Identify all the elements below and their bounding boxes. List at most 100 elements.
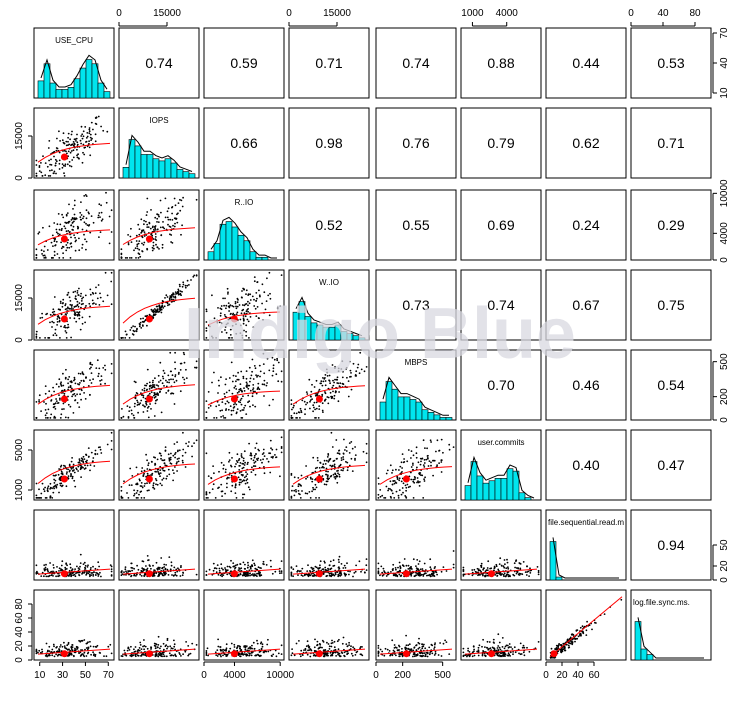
point-5-3-46: [313, 489, 315, 491]
point-4-2-54: [252, 389, 254, 391]
point-2-0-67: [105, 192, 107, 194]
point-5-2-169: [254, 455, 256, 457]
point-1-0-104: [88, 129, 90, 131]
panel-6-7: 0.94: [631, 510, 711, 580]
point-5-1-155: [187, 445, 189, 447]
point-4-1-1: [176, 380, 178, 382]
scatter-points-5-3: [291, 432, 368, 499]
point-2-0-138: [74, 200, 76, 202]
point-4-2-29: [245, 413, 247, 415]
point-1-0-151: [66, 153, 68, 155]
point-7-0-134: [36, 650, 38, 652]
point-6-0-32: [88, 573, 90, 575]
point-3-1-10: [183, 284, 185, 286]
panel-frame-3-0: [34, 270, 114, 340]
point-7-2-134: [231, 643, 233, 645]
point-7-4-144: [378, 645, 380, 647]
point-5-2-149: [255, 453, 257, 455]
panel-3-0: [34, 270, 114, 340]
point-4-0-115: [61, 408, 63, 410]
point-4-1-168: [133, 415, 135, 417]
point-5-2-127: [230, 490, 232, 492]
point-5-3-145: [291, 474, 293, 476]
point-5-4-158: [414, 477, 416, 479]
point-2-0-59: [56, 229, 58, 231]
point-6-0-163: [53, 567, 55, 569]
point-4-2-4: [242, 395, 244, 397]
point-7-1-117: [157, 646, 159, 648]
point-3-2-114: [247, 319, 249, 321]
point-7-4-0: [380, 649, 382, 651]
point-5-0-91: [61, 465, 63, 467]
point-1-0-153: [56, 147, 58, 149]
point-4-1-65: [184, 382, 186, 384]
point-6-2-118: [258, 566, 260, 568]
point-3-0-154: [95, 287, 97, 289]
point-7-3-2: [337, 640, 339, 642]
point-2-0-77: [70, 243, 72, 245]
point-5-4-47: [413, 482, 415, 484]
point-6-3-111: [311, 567, 313, 569]
point-3-0-22: [89, 305, 91, 307]
point-4-2-150: [225, 403, 227, 405]
point-6-5-123: [508, 576, 510, 578]
point-5-1-142: [173, 472, 175, 474]
point-6-0-72: [85, 565, 87, 567]
point-5-4-16: [401, 467, 403, 469]
point-6-5-107: [507, 562, 509, 564]
point-4-0-75: [65, 417, 67, 419]
point-6-3-86: [339, 575, 341, 577]
point-3-0-83: [62, 306, 64, 308]
point-7-4-165: [395, 646, 397, 648]
point-5-1-20: [182, 455, 184, 457]
point-7-3-30: [345, 643, 347, 645]
point-3-0-133: [78, 312, 80, 314]
point-7-3-159: [356, 651, 358, 653]
point-4-2-154: [232, 393, 234, 395]
point-5-2-98: [226, 483, 228, 485]
point-7-5-75: [489, 641, 491, 643]
point-6-5-161: [485, 574, 487, 576]
point-4-2-122: [263, 384, 265, 386]
point-4-0-84: [62, 373, 64, 375]
point-1-0-137: [92, 129, 94, 131]
point-4-3-57: [361, 369, 363, 371]
point-4-2-67: [231, 414, 233, 416]
point-3-2-24: [228, 302, 230, 304]
point-1-0-163: [49, 175, 51, 177]
point-3-2-111: [242, 304, 244, 306]
point-5-4-143: [426, 447, 428, 449]
point-5-4-57: [439, 450, 441, 452]
point-5-1-129: [168, 469, 170, 471]
point-5-1-41: [170, 453, 172, 455]
point-7-2-162: [262, 643, 264, 645]
point-7-4-142: [412, 656, 414, 658]
point-5-3-48: [322, 463, 324, 465]
point-4-3-56: [332, 385, 334, 387]
point-7-1-158: [144, 654, 146, 656]
point-6-1-92: [158, 575, 160, 577]
point-4-3-34: [349, 361, 351, 363]
point-5-4-83: [417, 480, 419, 482]
hist-bar-5-3: [483, 483, 489, 500]
point-7-2-149: [233, 644, 235, 646]
point-5-3-158: [326, 478, 328, 480]
point-6-0-94: [111, 574, 113, 576]
point-6-1-102: [152, 565, 154, 567]
point-6-5-92: [471, 569, 473, 571]
hist-bar-5-4: [489, 481, 495, 500]
point-7-2-123: [278, 653, 280, 655]
point-5-1-31: [176, 463, 178, 465]
point-2-0-55: [73, 218, 75, 220]
smooth-line-3-0: [38, 306, 110, 324]
point-5-4-121: [403, 458, 405, 460]
point-4-0-106: [38, 399, 40, 401]
point-4-2-118: [233, 407, 235, 409]
point-3-0-47: [82, 317, 84, 319]
point-6-5-38: [514, 567, 516, 569]
point-6-5-146: [496, 565, 498, 567]
point-5-0-143: [82, 467, 84, 469]
point-2-1-60: [138, 257, 140, 259]
point-3-1-169: [142, 321, 144, 323]
point-1-0-160: [39, 165, 41, 167]
